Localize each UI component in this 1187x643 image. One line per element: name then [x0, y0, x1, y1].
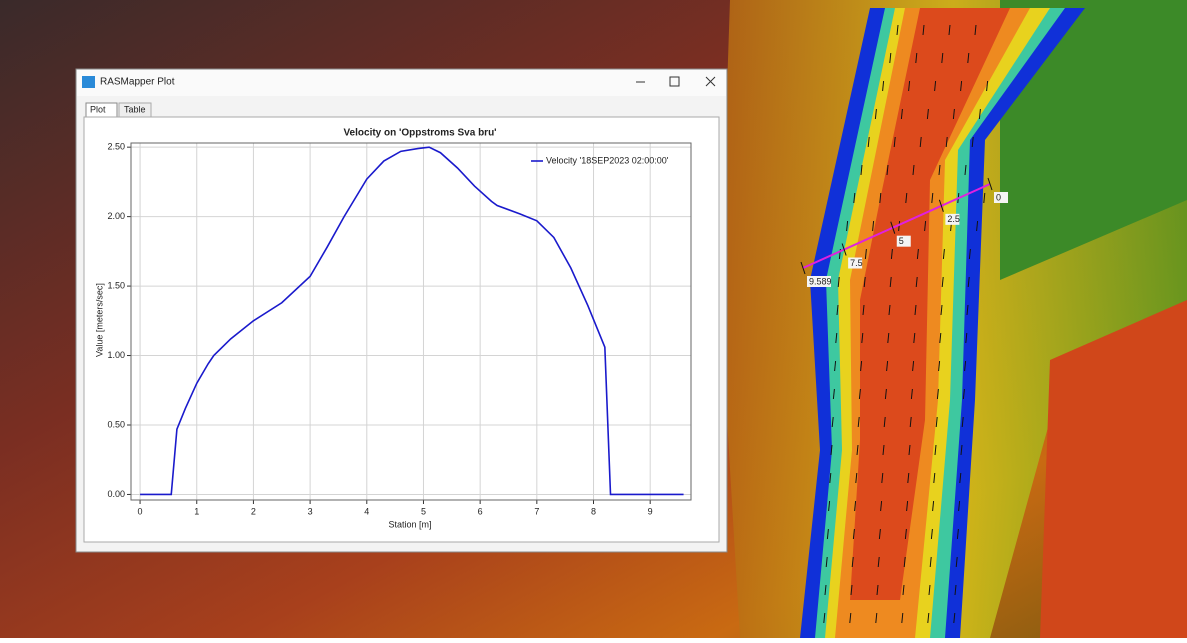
x-axis-label: Station [m]	[388, 519, 431, 529]
y-axis-label: Value [meters/sec]	[94, 283, 104, 357]
profile-label: 9.589	[809, 276, 832, 286]
profile-label: 0	[996, 192, 1001, 202]
x-tick-label: 8	[591, 506, 596, 516]
screen: 02.557.59.589 RASMapper Plot Plot Table …	[0, 0, 1187, 638]
x-tick-label: 7	[534, 506, 539, 516]
window-title: RASMapper Plot	[100, 77, 175, 88]
x-tick-label: 3	[308, 506, 313, 516]
y-tick-label: 2.00	[107, 211, 125, 221]
x-tick-label: 1	[194, 506, 199, 516]
app-icon	[82, 76, 95, 88]
tab-label[interactable]: Plot	[90, 104, 106, 114]
page: 02.557.59.589 RASMapper Plot Plot Table …	[0, 0, 1187, 638]
x-tick-label: 6	[478, 506, 483, 516]
legend-label: Velocity '18SEP2023 02:00:00'	[546, 155, 669, 165]
y-tick-label: 0.00	[107, 489, 125, 499]
profile-label: 7.5	[850, 258, 863, 268]
y-tick-label: 1.50	[107, 280, 125, 290]
chart-title: Velocity on 'Oppstroms Sva bru'	[343, 128, 496, 139]
x-tick-label: 0	[138, 506, 143, 516]
y-tick-label: 0.50	[107, 419, 125, 429]
x-tick-label: 2	[251, 506, 256, 516]
y-tick-label: 2.50	[107, 142, 125, 152]
tab-label[interactable]: Table	[124, 104, 146, 114]
profile-label: 5	[899, 236, 904, 246]
y-tick-label: 1.00	[107, 350, 125, 360]
x-tick-label: 5	[421, 506, 426, 516]
plot-panel	[84, 117, 719, 542]
x-tick-label: 9	[648, 506, 653, 516]
x-tick-label: 4	[364, 506, 369, 516]
profile-label: 2.5	[947, 214, 960, 224]
